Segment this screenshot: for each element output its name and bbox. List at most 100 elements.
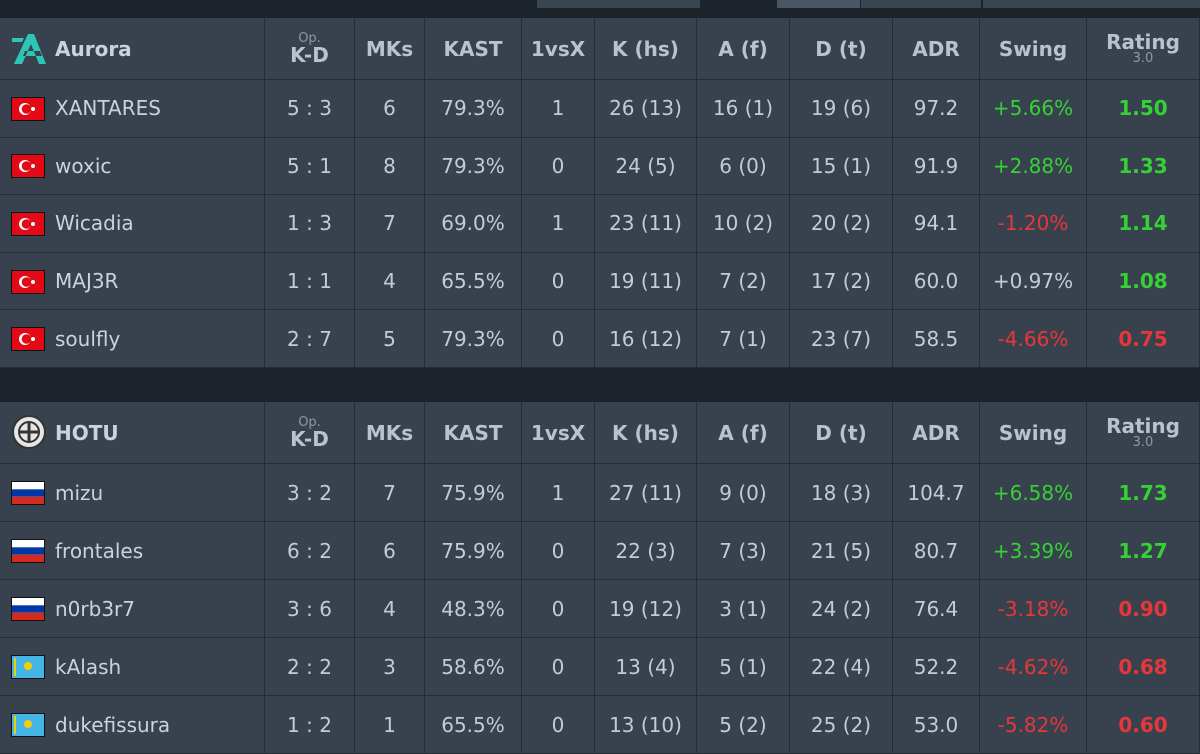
stat-value: 0	[551, 153, 565, 178]
stat-value: 69.0%	[441, 211, 505, 236]
column-label: Swing	[998, 36, 1068, 61]
stat-cell: 7 (1)	[697, 310, 790, 368]
stat-value: 8	[383, 153, 396, 178]
stat-value: +2.88%	[992, 153, 1074, 178]
stat-cell: 80.7	[893, 522, 980, 580]
player-cell: n0rb3r7	[0, 580, 265, 638]
stat-cell: 5 (2)	[697, 696, 790, 754]
stat-cell: 22 (3)	[595, 522, 697, 580]
stat-cell: 65.5%	[425, 696, 522, 754]
flag	[11, 211, 45, 236]
stat-value: -3.18%	[997, 596, 1069, 621]
player-cell: mizu	[0, 464, 265, 522]
stat-cell: 94.1	[893, 195, 980, 253]
stat-cell: 53.0	[893, 696, 980, 754]
stat-cell: 5 : 3	[265, 80, 355, 138]
stat-cell: 22 (4)	[790, 638, 893, 696]
column-label: D (t)	[815, 36, 867, 61]
stat-cell: 6 : 2	[265, 522, 355, 580]
tab[interactable]	[861, 0, 981, 8]
stat-value: 48.3%	[441, 596, 505, 621]
stat-value: 15 (1)	[810, 153, 872, 178]
stat-value: 7	[383, 211, 396, 236]
stat-cell: 69.0%	[425, 195, 522, 253]
column-header: Op. K-D	[265, 402, 355, 464]
player-name: woxic	[55, 153, 112, 178]
stat-cell: -4.62%	[980, 638, 1087, 696]
stat-cell: 23 (7)	[790, 310, 893, 368]
team-logo	[12, 34, 46, 64]
stat-cell: 0	[522, 310, 595, 368]
team-name: HOTU	[55, 420, 119, 445]
player-name: kAlash	[55, 654, 122, 679]
stat-cell: 79.3%	[425, 80, 522, 138]
column-label: MKs	[365, 420, 414, 445]
tab[interactable]	[983, 0, 1200, 8]
stat-cell: 60.0	[893, 252, 980, 311]
stat-value: 2 : 2	[287, 654, 332, 679]
player-name: MAJ3R	[55, 269, 119, 294]
tab[interactable]	[777, 0, 860, 8]
stat-value: 22 (4)	[810, 654, 872, 679]
stat-cell: 52.2	[893, 638, 980, 696]
stat-value: 104.7	[907, 480, 965, 505]
stat-cell: 4	[355, 580, 425, 638]
stat-cell: 0	[522, 580, 595, 638]
flag	[11, 539, 45, 563]
stat-cell: 0	[522, 696, 595, 754]
stat-value: 10 (2)	[712, 211, 774, 236]
stat-cell: 4	[355, 252, 425, 311]
stat-cell: -1.20%	[980, 195, 1087, 253]
stat-cell: 75.9%	[425, 522, 522, 580]
column-header: 1vsX	[522, 18, 595, 80]
column-header: ADR	[893, 402, 980, 464]
column-label: KAST	[443, 420, 503, 445]
stat-cell: 65.5%	[425, 252, 522, 311]
stat-value: 6 (0)	[719, 153, 767, 178]
stat-value: 58.6%	[441, 654, 505, 679]
stat-value: 6	[383, 538, 396, 563]
tab[interactable]	[537, 0, 700, 8]
stat-cell: 104.7	[893, 464, 980, 522]
stat-cell: 24 (2)	[790, 580, 893, 638]
stat-cell: +5.66%	[980, 80, 1087, 138]
stat-cell: +6.58%	[980, 464, 1087, 522]
stat-value: 0	[551, 538, 565, 563]
column-header: K (hs)	[595, 402, 697, 464]
stat-value: 3 (1)	[719, 596, 767, 621]
stat-cell: 18 (3)	[790, 464, 893, 522]
stat-cell: +3.39%	[980, 522, 1087, 580]
stat-cell: 1 : 1	[265, 252, 355, 311]
flag	[11, 655, 45, 679]
player-name: n0rb3r7	[55, 596, 135, 621]
player-name: dukefissura	[55, 712, 171, 737]
stat-value: 4	[383, 596, 396, 621]
column-header: D (t)	[790, 18, 893, 80]
stat-value: 94.1	[913, 211, 959, 236]
column-header: K (hs)	[595, 18, 697, 80]
stat-value: 3 : 2	[287, 480, 332, 505]
stat-value: 0	[551, 596, 565, 621]
stat-value: 79.3%	[441, 153, 505, 178]
stat-cell: 0.75	[1087, 310, 1200, 368]
player-cell: dukefissura	[0, 696, 265, 754]
stat-value: +3.39%	[992, 538, 1074, 563]
flag	[11, 597, 45, 621]
column-label: D (t)	[815, 420, 867, 445]
column-label: Swing	[998, 420, 1068, 445]
column-note: Op.	[298, 31, 321, 46]
stat-value: 91.9	[913, 153, 959, 178]
stat-value: 7 (3)	[719, 538, 767, 563]
stat-value: 65.5%	[441, 712, 505, 737]
stat-cell: 79.3%	[425, 137, 522, 196]
flag	[11, 327, 45, 352]
team-name: Aurora	[55, 36, 132, 61]
stat-value: 16 (1)	[712, 96, 774, 121]
stat-value: 6 : 2	[287, 538, 332, 563]
stat-value: 1	[551, 480, 565, 505]
stat-cell: 16 (1)	[697, 80, 790, 138]
stat-cell: 58.6%	[425, 638, 522, 696]
stat-value: 0.75	[1118, 326, 1168, 351]
player-cell: kAlash	[0, 638, 265, 696]
stat-value: 5 : 1	[287, 153, 332, 178]
